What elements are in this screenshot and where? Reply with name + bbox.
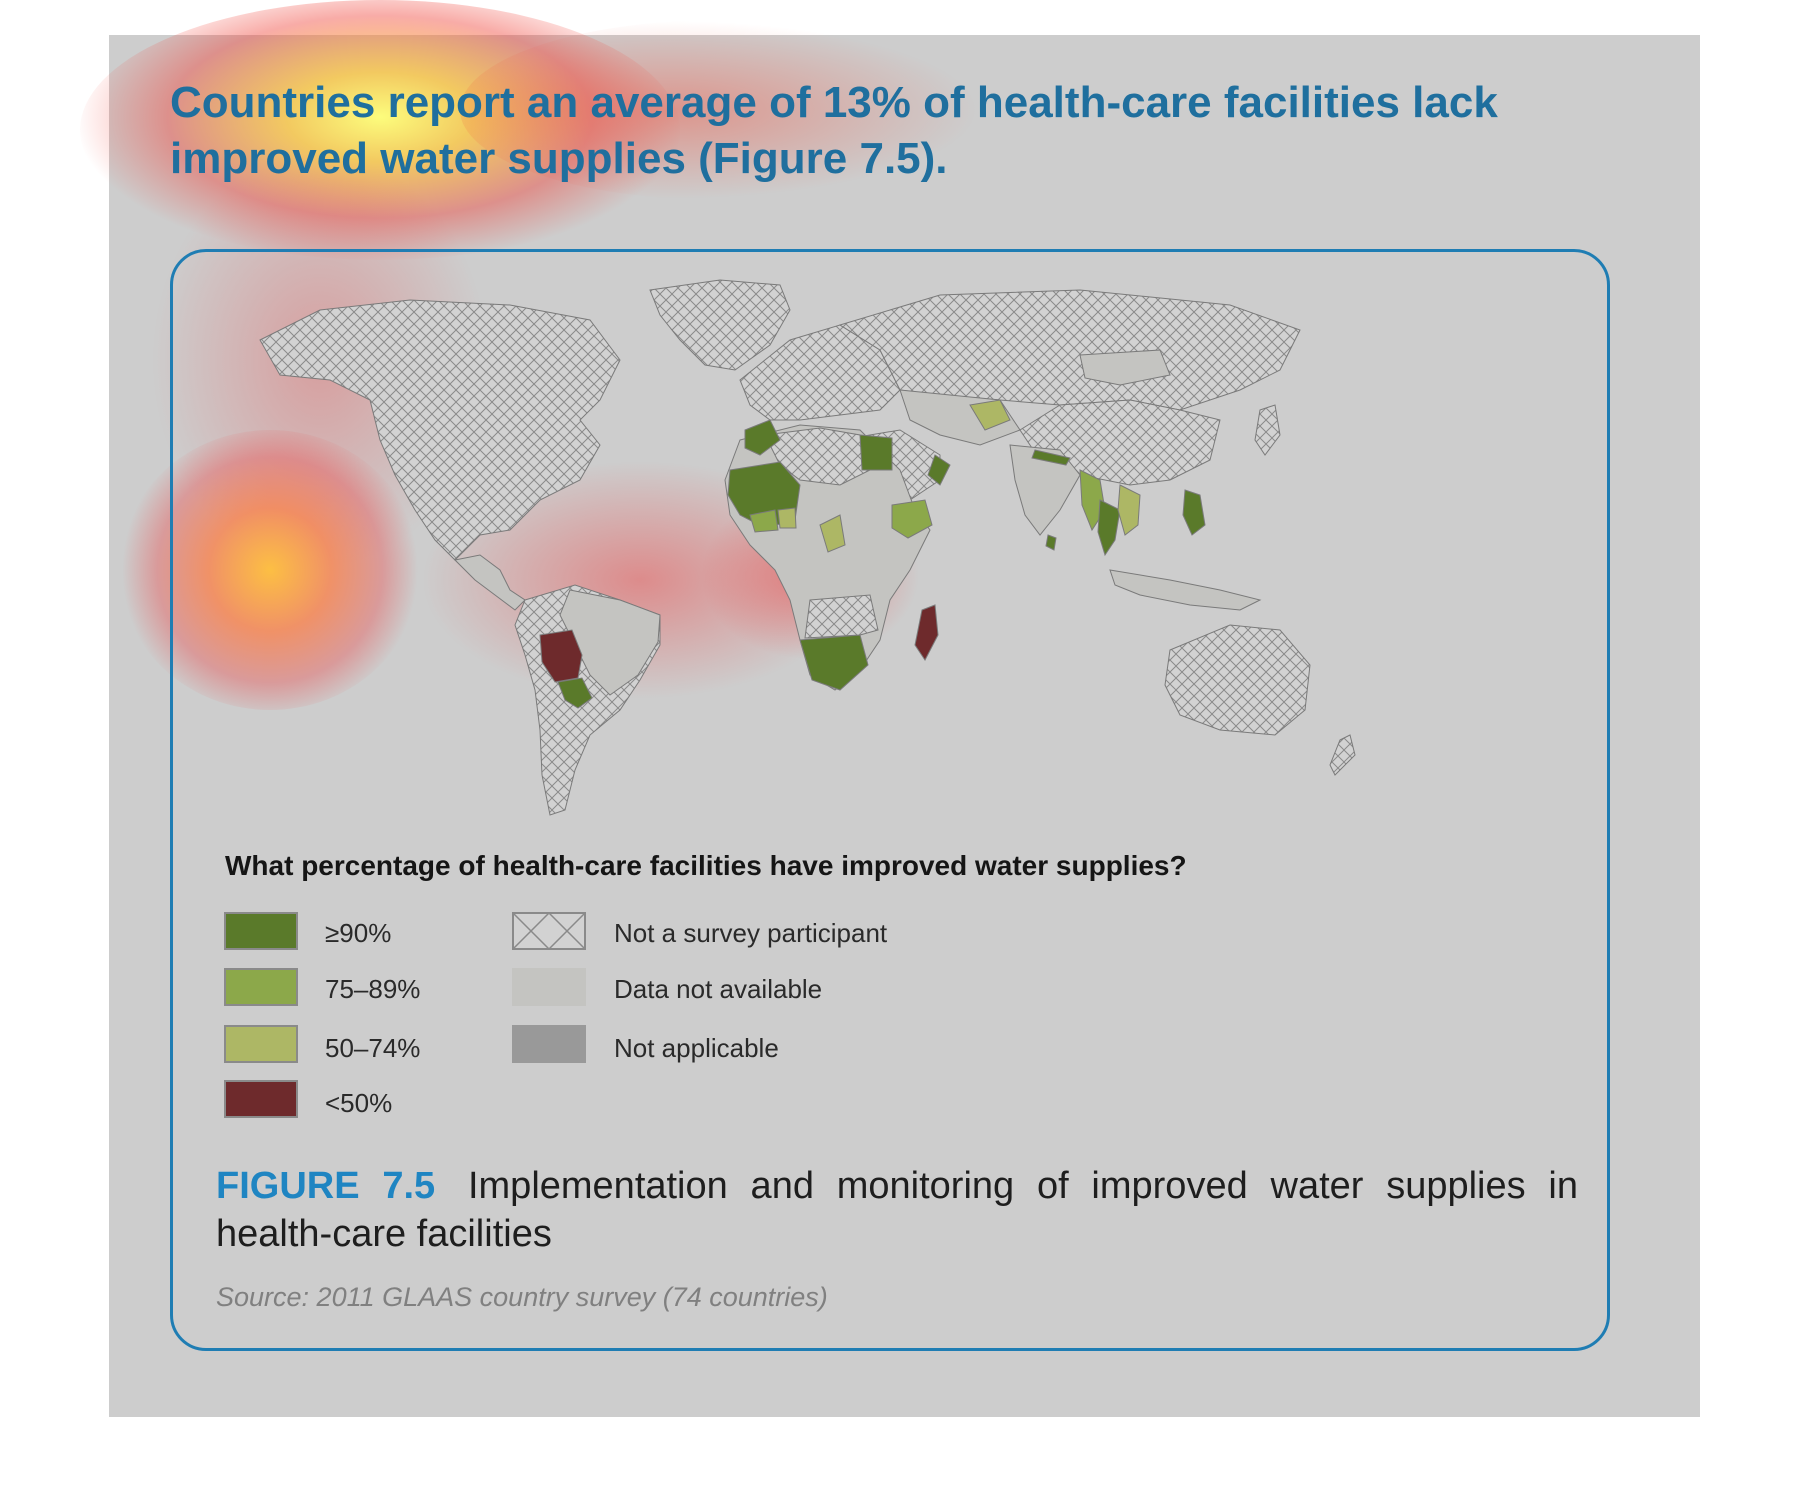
japan: [1254, 404, 1281, 456]
legend-label-data-not-available: Data not available: [614, 974, 823, 1004]
world-map: [259, 279, 1356, 816]
thailand: [1097, 499, 1121, 557]
cameroon: [819, 514, 846, 553]
legend-label-90-plus: ≥90%: [325, 918, 392, 948]
laos-vietnam: [1117, 484, 1141, 536]
europe: [739, 324, 901, 421]
brazil: [559, 589, 661, 696]
australia: [1164, 624, 1311, 736]
new-zealand: [1329, 734, 1356, 776]
legend-swatch-50-74: [224, 1025, 298, 1063]
legend-swatch-under-50: [224, 1080, 298, 1118]
sri-lanka: [1045, 534, 1057, 551]
nepal: [1031, 449, 1071, 466]
legend-swatch-not-applicable: [512, 1025, 586, 1063]
west-africa-small-1: [749, 509, 779, 533]
south-africa-region: [799, 634, 869, 691]
india: [1009, 444, 1081, 536]
indonesia: [1109, 569, 1262, 611]
philippines: [1182, 489, 1206, 536]
legend-label-not-participant: Not a survey participant: [614, 918, 888, 948]
figure-label: FIGURE 7.5: [216, 1165, 436, 1207]
legend-label-not-applicable: Not applicable: [614, 1033, 779, 1063]
oman: [927, 454, 951, 486]
legend-swatch-data-not-available: [512, 968, 586, 1006]
figure-panel: [109, 35, 1700, 1417]
north-america: [259, 299, 621, 561]
afghanistan: [969, 399, 1011, 431]
source-note: Source: 2011 GLAAS country survey (74 co…: [216, 1282, 828, 1312]
madagascar: [914, 604, 939, 661]
greenland: [649, 279, 791, 371]
paraguay: [557, 677, 593, 709]
ethiopia: [891, 499, 933, 539]
mongolia: [1079, 349, 1171, 386]
legend-label-under-50: <50%: [325, 1088, 393, 1118]
legend-label-75-89: 75–89%: [325, 974, 421, 1004]
west-africa-small-2: [777, 507, 797, 529]
legend-label-50-74: 50–74%: [325, 1033, 421, 1063]
central-america: [453, 554, 526, 611]
legend-swatch-not-participant: [512, 912, 586, 950]
egypt: [859, 434, 893, 471]
legend-title: What percentage of health-care facilitie…: [225, 850, 1187, 881]
southern-africa-hatched: [804, 594, 879, 639]
legend-swatch-90-plus: [224, 912, 298, 950]
figure-card: [170, 249, 1610, 1351]
headline: Countries report an average of 13% of he…: [170, 78, 1498, 183]
morocco: [744, 419, 781, 456]
figure-caption: FIGURE 7.5 Implementation and monitoring…: [216, 1162, 1578, 1258]
bolivia: [539, 629, 583, 683]
figure-caption-text: Implementation and monitoring of improve…: [216, 1165, 1578, 1255]
legend-swatch-75-89: [224, 968, 298, 1006]
